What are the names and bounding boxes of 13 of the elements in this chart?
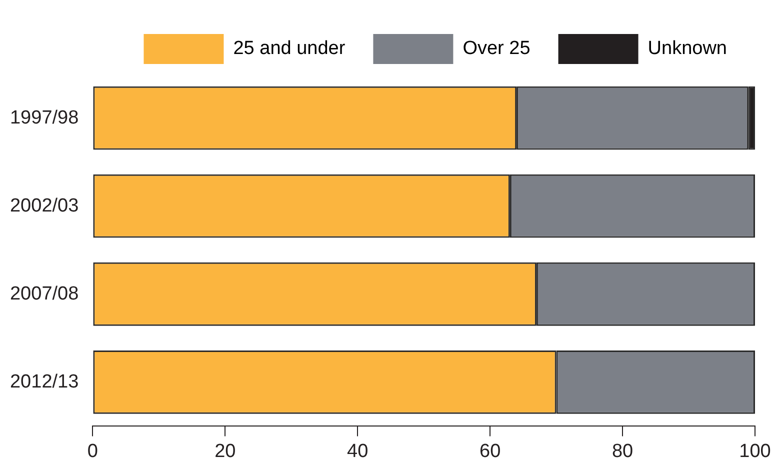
x-tick-label: 0 bbox=[87, 440, 98, 462]
x-tick-label: 60 bbox=[480, 440, 501, 462]
x-tick-label: 80 bbox=[612, 440, 634, 462]
legend-label: Over 25 bbox=[462, 38, 530, 60]
x-tick-label: 100 bbox=[739, 440, 771, 462]
y-tick-label: 2012/13 bbox=[10, 371, 79, 392]
y-tick-label: 1997/98 bbox=[10, 107, 79, 128]
x-tick-label: 40 bbox=[347, 440, 368, 462]
legend-label: 25 and under bbox=[233, 38, 346, 60]
y-tick-label: 2002/03 bbox=[10, 195, 79, 216]
y-tick-label: 2007/08 bbox=[10, 283, 79, 304]
x-tick-label: 20 bbox=[214, 440, 236, 462]
legend-label: Unknown bbox=[648, 38, 728, 60]
